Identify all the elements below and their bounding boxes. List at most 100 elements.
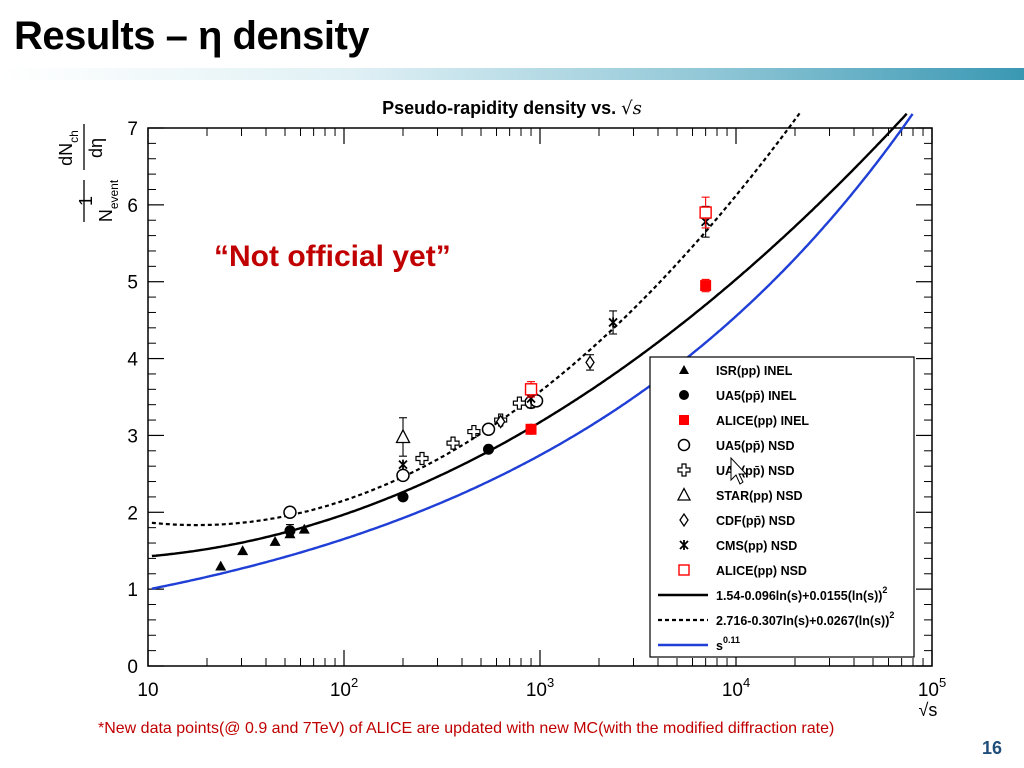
marker-shape	[397, 491, 409, 503]
data-point	[395, 428, 411, 444]
marker-shape	[396, 468, 410, 483]
marker-shape	[676, 487, 692, 501]
legend-label-main: 2.716-0.307ln(s)+0.0267(ln(s))	[716, 614, 889, 628]
marker-shape	[700, 280, 712, 292]
x-tick-label-exp: 5	[939, 675, 946, 690]
ylabel-num-sub: ch	[67, 130, 81, 143]
marker-shape	[415, 451, 429, 466]
x-tick-label-base: 10	[330, 680, 351, 701]
x-tick-label-exp: 4	[743, 675, 750, 690]
legend-label: CDF(pp̄) NSD	[716, 514, 795, 528]
data-point	[482, 443, 494, 455]
legend-label-exp: 2	[882, 585, 887, 595]
x-axis-label: √s	[919, 700, 938, 720]
y-tick-label: 2	[127, 503, 138, 524]
y-axis-label: 1 Nevent dNch dη	[56, 124, 121, 222]
data-points	[215, 196, 712, 571]
data-point	[237, 545, 249, 556]
data-point	[415, 451, 429, 466]
legend-box	[649, 356, 915, 658]
legend-label: 2.716-0.307ln(s)+0.0267(ln(s))2	[716, 610, 894, 628]
legend: ISR(pp) INEL UA5(pp̄) INEL ALICE(pp) INEL U…	[649, 356, 915, 658]
data-point	[396, 468, 410, 483]
data-point	[700, 280, 712, 292]
legend-marker	[679, 415, 689, 425]
legend-marker	[677, 463, 691, 477]
data-point	[585, 355, 595, 370]
marker-shape	[298, 523, 310, 534]
title-divider	[0, 68, 1024, 80]
ylabel-den-main: N	[96, 209, 116, 222]
legend-label: 1.54-0.096ln(s)+0.0155(ln(s))2	[716, 585, 887, 603]
data-point	[524, 383, 538, 396]
marker-shape	[677, 438, 691, 452]
y-tick-label: 1	[127, 580, 138, 601]
legend-marker	[679, 512, 689, 528]
marker-shape	[269, 535, 281, 546]
fit-curve	[151, 113, 914, 590]
data-point	[512, 396, 526, 410]
y-tick-label: 3	[127, 426, 138, 447]
marker-shape	[237, 545, 249, 556]
x-tick-label-base: 10	[918, 680, 939, 701]
legend-label: ISR(pp) INEL	[716, 364, 793, 378]
x-tick-label: 10	[137, 680, 158, 701]
marker-shape	[679, 540, 689, 550]
legend-label: s0.11	[716, 635, 740, 653]
legend-label: UA5(pp̄) NSD	[716, 439, 794, 453]
marker-shape	[395, 428, 411, 444]
marker-shape	[398, 459, 408, 470]
slide-title: Results – η density	[14, 14, 370, 58]
ylabel-num: dNch	[56, 130, 81, 166]
data-point	[298, 523, 310, 534]
legend-marker	[676, 487, 692, 501]
marker-shape	[677, 463, 691, 477]
marker-shape	[679, 415, 689, 425]
marker-shape	[608, 317, 618, 328]
x-tick-label-base: 10	[526, 680, 547, 701]
marker-shape	[467, 424, 481, 439]
data-point	[467, 424, 481, 439]
legend-marker	[679, 365, 689, 374]
data-point	[284, 525, 296, 537]
marker-shape	[678, 564, 690, 576]
axis-ticks	[147, 127, 933, 667]
data-point	[495, 414, 506, 429]
legend-label: CMS(pp) NSD	[716, 539, 797, 553]
marker-shape	[284, 525, 296, 537]
y-tick-label: 4	[127, 350, 138, 371]
legend-label-main: s	[716, 639, 723, 653]
marker-shape	[525, 423, 537, 435]
data-point	[446, 436, 460, 450]
legend-label: ALICE(pp) INEL	[716, 414, 809, 428]
legend-label: ALICE(pp) NSD	[716, 564, 807, 578]
legend-label: STAR(pp) NSD	[716, 489, 803, 503]
data-point	[269, 535, 281, 546]
x-tick-label: 104	[722, 675, 750, 701]
marker-shape	[679, 365, 689, 374]
chart-title: Pseudo-rapidity density vs. √s	[0, 98, 1024, 119]
data-point	[398, 459, 408, 470]
marker-shape	[446, 436, 460, 450]
not-official-stamp: “Not official yet”	[214, 240, 451, 273]
marker-shape	[524, 383, 538, 396]
ylabel-num-main: dN	[56, 143, 76, 166]
legend-label-exp: 2	[889, 610, 894, 620]
legend-label: UA1(pp̄) NSD	[716, 464, 794, 478]
y-tick-label: 6	[127, 196, 138, 217]
ylabel-den-sub: event	[107, 179, 121, 209]
marker-shape	[585, 355, 595, 370]
legend-marker	[679, 540, 689, 550]
marker-shape	[699, 206, 712, 219]
x-tick-label: 102	[330, 675, 358, 701]
legend-marker	[677, 438, 691, 452]
data-point	[215, 560, 227, 571]
y-tick-label: 7	[127, 119, 138, 140]
x-tick-label: 103	[526, 675, 554, 701]
legend-label-main: 1.54-0.096ln(s)+0.0155(ln(s))	[716, 589, 882, 603]
marker-shape	[512, 396, 526, 410]
y-tick-label: 5	[127, 273, 138, 294]
x-tick-label: 105	[918, 675, 946, 701]
data-point	[699, 206, 712, 219]
